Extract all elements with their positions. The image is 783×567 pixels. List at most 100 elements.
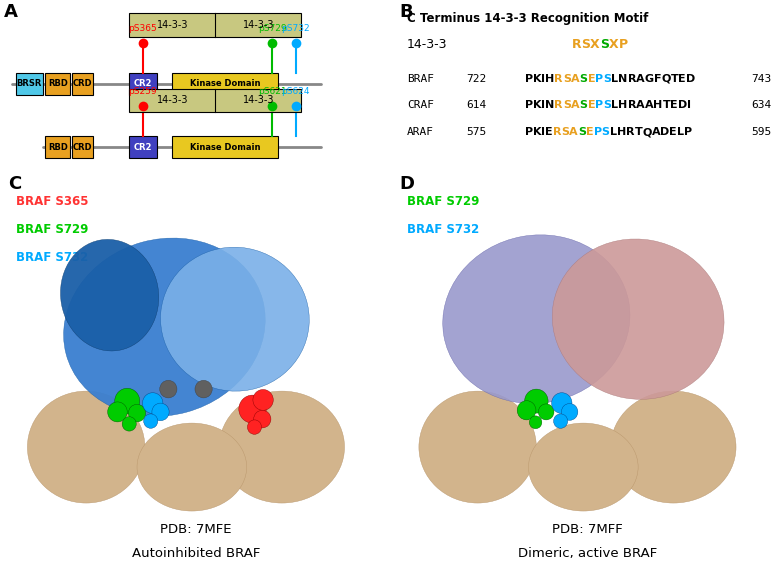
Text: K: K	[532, 127, 541, 137]
Text: F: F	[654, 74, 662, 83]
Circle shape	[239, 395, 266, 423]
Text: S: S	[601, 127, 610, 137]
Text: S: S	[563, 100, 571, 111]
Text: 14-3-3: 14-3-3	[157, 20, 188, 30]
Text: CR2: CR2	[134, 79, 152, 88]
Text: T: T	[671, 74, 679, 83]
Text: pS259: pS259	[128, 87, 157, 96]
Text: L: L	[677, 127, 684, 137]
Text: S: S	[563, 74, 571, 83]
Text: ARAF: ARAF	[407, 127, 434, 137]
Text: P: P	[525, 127, 532, 137]
Circle shape	[539, 404, 554, 420]
Text: R: R	[626, 127, 634, 137]
Text: E: E	[587, 100, 595, 111]
Text: T: T	[662, 100, 670, 111]
Text: A: A	[644, 100, 653, 111]
Text: A: A	[636, 100, 644, 111]
Text: Kinase Domain: Kinase Domain	[189, 79, 261, 88]
Text: N: N	[545, 100, 554, 111]
Text: 575: 575	[466, 127, 486, 137]
Text: S: S	[579, 100, 587, 111]
Text: pS624: pS624	[281, 87, 310, 96]
Circle shape	[115, 388, 140, 414]
Text: 634: 634	[751, 100, 771, 111]
Text: PDB: 7MFF: PDB: 7MFF	[552, 523, 622, 536]
FancyBboxPatch shape	[129, 88, 301, 112]
Text: H: H	[653, 100, 662, 111]
Circle shape	[518, 401, 536, 420]
Ellipse shape	[611, 391, 736, 503]
Text: pS729: pS729	[258, 24, 287, 33]
Text: BRSR: BRSR	[16, 79, 42, 88]
Text: Q: Q	[642, 127, 651, 137]
Text: E: E	[545, 127, 553, 137]
Text: R: R	[553, 127, 561, 137]
Circle shape	[253, 390, 273, 411]
Text: E: E	[669, 127, 677, 137]
Text: A: A	[571, 100, 579, 111]
Circle shape	[247, 420, 262, 434]
Text: 14-3-3: 14-3-3	[407, 39, 448, 52]
Circle shape	[152, 403, 169, 421]
Text: PDB: 7MFE: PDB: 7MFE	[160, 523, 232, 536]
Text: pS365: pS365	[128, 24, 157, 33]
Text: S: S	[561, 127, 569, 137]
Text: CR2: CR2	[134, 143, 152, 152]
FancyBboxPatch shape	[45, 73, 70, 95]
FancyBboxPatch shape	[72, 73, 93, 95]
Text: BRAF: BRAF	[407, 74, 434, 83]
FancyBboxPatch shape	[129, 136, 157, 158]
Ellipse shape	[27, 391, 145, 503]
Ellipse shape	[137, 423, 247, 511]
Text: P: P	[684, 127, 692, 137]
Text: P: P	[525, 100, 532, 111]
Text: P: P	[595, 74, 604, 83]
Text: I: I	[541, 74, 545, 83]
Text: BRAF S729: BRAF S729	[16, 223, 88, 236]
Text: CRD: CRD	[73, 143, 92, 152]
Text: Q: Q	[662, 74, 671, 83]
Circle shape	[122, 417, 136, 431]
Text: D: D	[660, 127, 669, 137]
Ellipse shape	[219, 391, 345, 503]
Text: BRAF S732: BRAF S732	[407, 223, 479, 236]
Text: 14-3-3: 14-3-3	[157, 95, 188, 105]
Circle shape	[143, 393, 163, 413]
Text: CRAF: CRAF	[407, 100, 434, 111]
Text: X: X	[590, 39, 600, 52]
Text: T: T	[634, 127, 642, 137]
Text: S: S	[604, 74, 612, 83]
Text: D: D	[399, 175, 414, 193]
Text: P: P	[525, 74, 532, 83]
FancyBboxPatch shape	[72, 136, 93, 158]
Text: 14-3-3: 14-3-3	[243, 95, 274, 105]
Text: Dimeric, active BRAF: Dimeric, active BRAF	[518, 547, 657, 560]
Text: L: L	[612, 74, 619, 83]
FancyBboxPatch shape	[16, 73, 43, 95]
Text: S: S	[581, 39, 590, 52]
Text: RBD: RBD	[48, 143, 67, 152]
FancyBboxPatch shape	[45, 136, 70, 158]
Text: BRAF S729: BRAF S729	[407, 195, 479, 208]
Ellipse shape	[63, 238, 265, 416]
Text: P: P	[619, 39, 628, 52]
Text: Autoinhibited BRAF: Autoinhibited BRAF	[132, 547, 260, 560]
Text: B: B	[399, 3, 413, 22]
Text: Kinase Domain: Kinase Domain	[189, 143, 261, 152]
Text: pS732: pS732	[281, 24, 310, 33]
Text: R: R	[572, 39, 581, 52]
Text: H: H	[545, 74, 554, 83]
Text: H: H	[617, 127, 626, 137]
Text: K: K	[532, 100, 541, 111]
Text: I: I	[541, 127, 545, 137]
Text: CRD: CRD	[73, 79, 92, 88]
Ellipse shape	[60, 239, 159, 351]
Text: 614: 614	[466, 100, 486, 111]
Ellipse shape	[552, 239, 724, 399]
Text: G: G	[644, 74, 654, 83]
Ellipse shape	[161, 247, 309, 391]
Text: R: R	[554, 74, 563, 83]
Circle shape	[128, 404, 146, 422]
Circle shape	[529, 416, 542, 429]
